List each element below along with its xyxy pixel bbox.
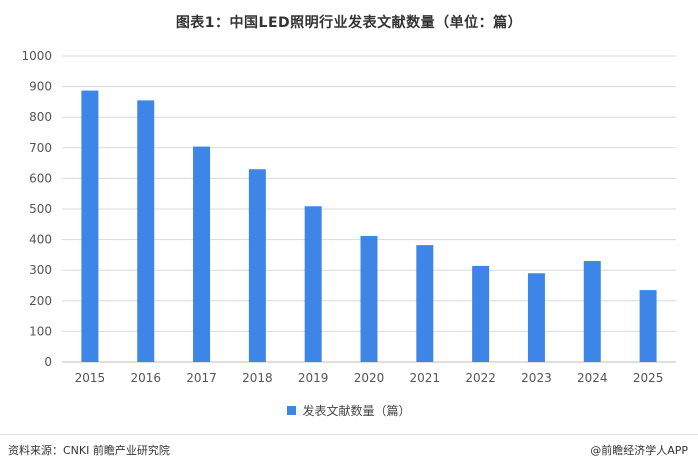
y-tick-label: 900 <box>29 80 52 94</box>
bar <box>137 100 155 363</box>
brand-credit: @前瞻经济学人APP <box>590 444 688 457</box>
x-tick-label: 2018 <box>242 371 273 385</box>
legend-label: 发表文献数量（篇） <box>302 404 411 418</box>
x-tick-label: 2017 <box>186 371 217 385</box>
y-tick-label: 200 <box>29 294 52 308</box>
legend-swatch <box>287 406 297 415</box>
y-tick-label: 800 <box>29 110 52 124</box>
bar <box>639 290 657 362</box>
bar <box>81 90 99 362</box>
bar <box>583 261 601 362</box>
x-tick-label: 2021 <box>410 371 441 385</box>
x-tick-label: 2019 <box>298 371 329 385</box>
x-tick-label: 2020 <box>354 371 385 385</box>
x-tick-label: 2016 <box>130 371 161 385</box>
legend: 发表文献数量（篇） <box>0 402 698 419</box>
footer-divider <box>0 434 698 435</box>
bar <box>193 146 211 362</box>
y-tick-label: 0 <box>44 355 52 369</box>
y-tick-label: 1000 <box>21 49 52 63</box>
source-note: 资料来源：CNKI 前瞻产业研究院 <box>8 444 170 457</box>
bar <box>472 265 490 362</box>
y-tick-label: 300 <box>29 263 52 277</box>
bar <box>527 273 545 362</box>
bar-chart: 0 100 200 300 400 500 600 700 800 900 1000 2015 2016… <box>21 49 676 385</box>
x-tick-label: 2015 <box>75 371 106 385</box>
x-tick-label: 2023 <box>521 371 552 385</box>
y-tick-label: 500 <box>29 202 52 216</box>
x-tick-label: 2022 <box>465 371 496 385</box>
bar <box>248 169 266 362</box>
bar <box>360 235 378 362</box>
y-tick-label: 600 <box>29 171 52 185</box>
bar <box>416 245 434 362</box>
chart-title: 图表1：中国LED照明行业发表文献数量（单位：篇） <box>175 15 523 31</box>
x-tick-label: 2024 <box>577 371 608 385</box>
y-tick-label: 400 <box>29 233 52 247</box>
bar <box>304 206 322 362</box>
y-tick-label: 700 <box>29 141 52 155</box>
y-tick-label: 100 <box>29 324 52 338</box>
x-tick-label: 2025 <box>633 371 664 385</box>
